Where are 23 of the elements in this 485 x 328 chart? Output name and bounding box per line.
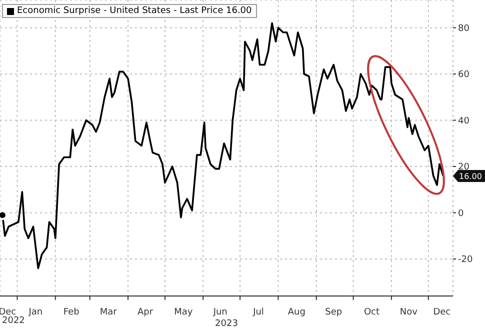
x-tick-label: Dec xyxy=(0,307,16,318)
y-tick-label: 0 xyxy=(458,208,464,219)
x-tick-label: Mar xyxy=(100,307,118,318)
y-tick-label: 20 xyxy=(458,162,470,173)
y-tick-label: 40 xyxy=(458,116,470,126)
x-tick-label: Oct xyxy=(364,307,380,318)
x-tick-label: Feb xyxy=(63,307,80,318)
x-tick-label: Sep xyxy=(325,307,342,318)
x-tick-label: Aug xyxy=(288,307,306,318)
x-tick-label: Nov xyxy=(400,307,418,318)
x-tick-label: Apr xyxy=(137,307,154,318)
x-axis-title: 2023 xyxy=(215,319,238,328)
x-tick-label: Jan xyxy=(28,307,43,318)
y-tick-label: -20 xyxy=(458,255,473,266)
x-tick-label: Jun xyxy=(212,307,228,318)
y-tick-label: 60 xyxy=(458,70,470,80)
x-tick-label: Jul xyxy=(252,307,264,318)
y-tick-label: 80 xyxy=(458,24,470,34)
annotation: 16.00 xyxy=(459,172,482,181)
x-tick-label: May xyxy=(174,307,194,318)
x-tick-label: Dec xyxy=(433,307,451,318)
text: 2022 xyxy=(2,316,25,326)
legend-label: Economic Surprise - United States - Last Price 16.00 xyxy=(17,6,252,16)
